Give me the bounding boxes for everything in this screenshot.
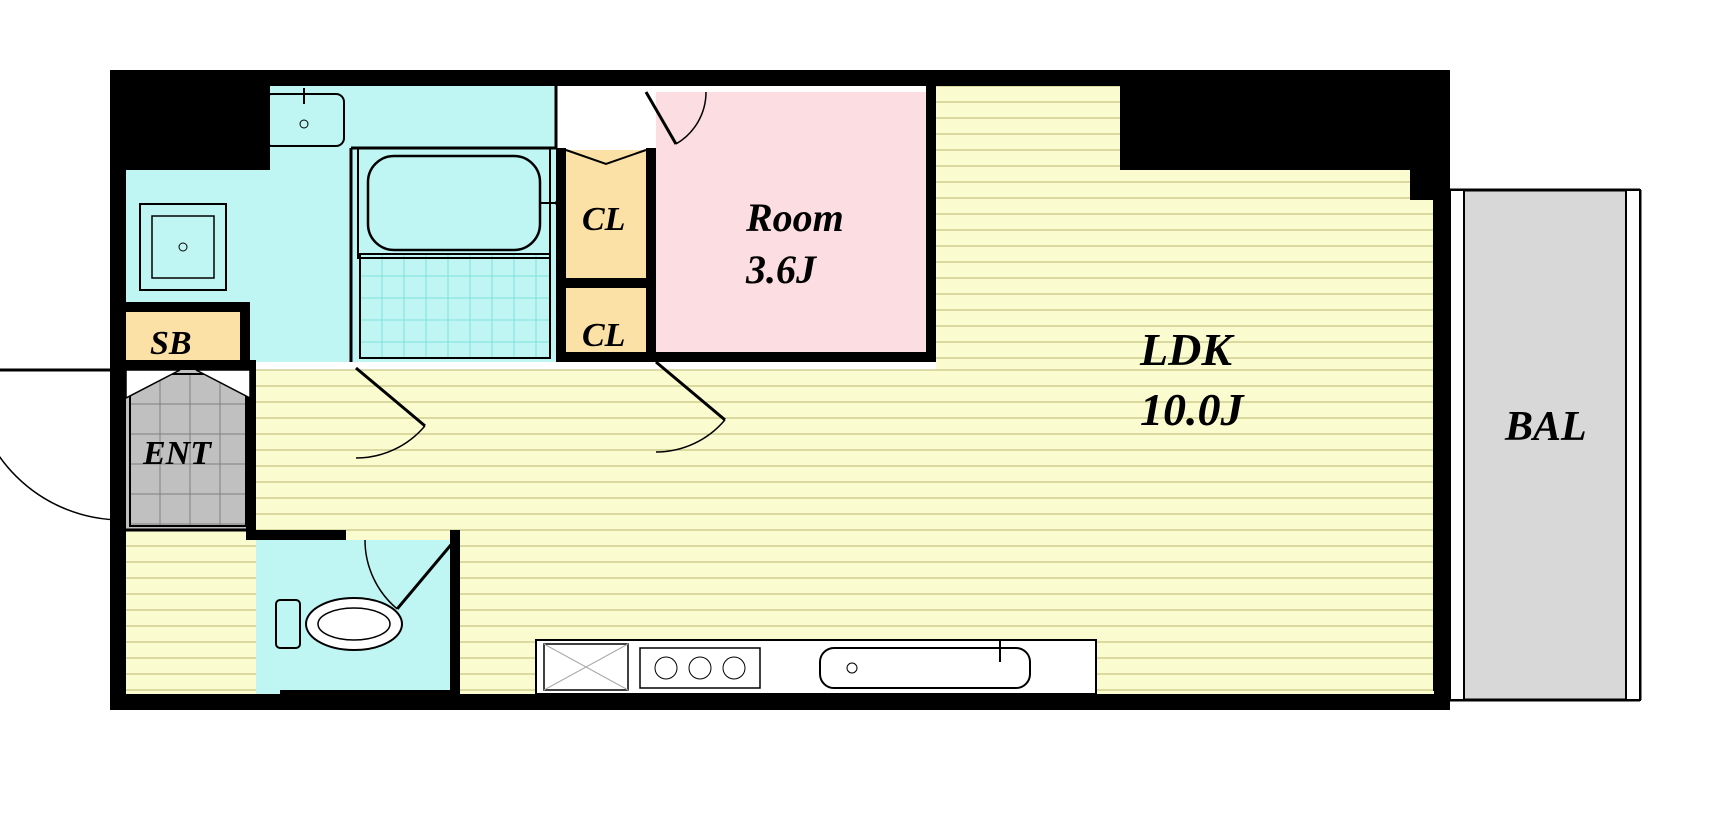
wall-segment xyxy=(556,148,566,362)
balcony-rail xyxy=(1450,190,1464,700)
wall-segment xyxy=(110,70,126,710)
wall-segment xyxy=(110,70,1450,86)
wall-segment xyxy=(646,148,656,362)
label-ldk: LDK 10.0J xyxy=(1140,320,1244,440)
label-bal: BAL xyxy=(1505,400,1587,455)
wall-segment xyxy=(110,302,250,312)
wall-segment xyxy=(556,278,656,288)
label-room: Room 3.6J xyxy=(746,192,844,296)
wall-segment xyxy=(240,302,250,370)
wall-segment xyxy=(450,530,460,700)
wall-segment xyxy=(926,86,936,362)
wall-segment xyxy=(1434,70,1450,710)
label-cl2: CL xyxy=(582,314,625,358)
wall-segment xyxy=(280,690,460,700)
label-ent: ENT xyxy=(143,432,211,476)
label-cl1: CL xyxy=(582,198,625,242)
floor-plan-canvas: SB ENT CL CL Room 3.6J LDK 10.0J BAL xyxy=(0,0,1718,810)
door-arc xyxy=(0,370,122,520)
floor-plan-svg xyxy=(0,0,1718,810)
label-sb: SB xyxy=(150,322,192,366)
wall-segment xyxy=(246,530,346,540)
